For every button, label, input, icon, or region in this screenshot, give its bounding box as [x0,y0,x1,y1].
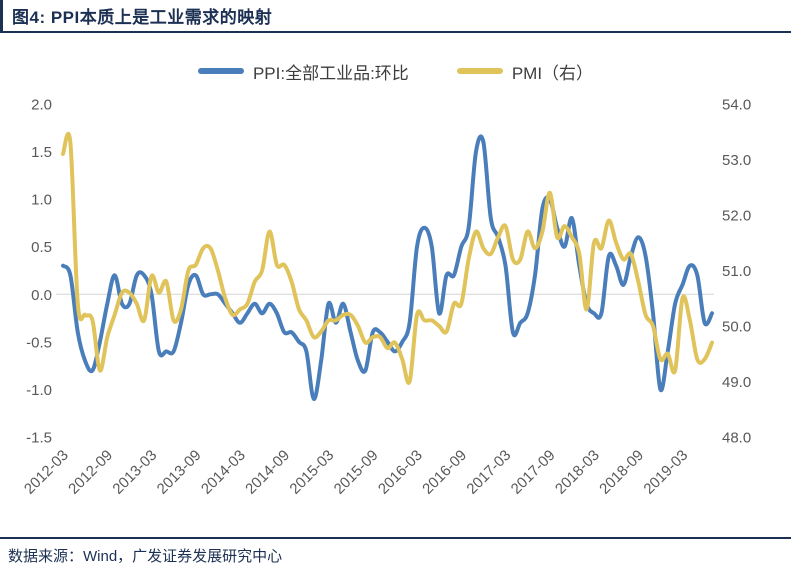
right-axis-tick: 51.0 [722,263,751,280]
x-axis-tick: 2013-09 [154,447,205,498]
x-axis-tick: 2017-03 [463,447,514,498]
left-axis-tick: 0.0 [31,287,52,304]
right-axis-tick: 52.0 [722,208,751,225]
pmi-line [61,131,714,385]
figure-title: 图4: PPI本质上是工业需求的映射 [12,8,273,27]
chart-legend: PPI:全部工业品:环比 PMI（右） [0,58,791,84]
x-axis-tick: 2017-09 [508,447,559,498]
x-axis-tick: 2018-09 [596,447,647,498]
right-axis-tick: 53.0 [722,152,751,169]
right-axis-tick: 48.0 [722,430,751,447]
ppi-line [61,134,714,401]
x-axis-tick: 2018-03 [552,447,603,498]
legend-item-pmi: PMI（右） [456,59,594,84]
left-axis-tick: 1.5 [31,144,52,161]
data-source-text: 数据来源：Wind，广发证券发展研究中心 [8,548,283,565]
x-axis-tick: 2016-03 [375,447,426,498]
left-axis-tick: -1.5 [26,430,52,447]
left-axis-tick: 1.0 [31,192,52,209]
left-axis-tick: 0.5 [31,239,52,256]
x-axis-tick: 2015-03 [286,447,337,498]
x-axis-tick: 2013-03 [109,447,160,498]
x-axis-tick: 2012-03 [21,447,72,498]
left-axis-tick: 2.0 [31,97,52,114]
x-axis-tick: 2016-09 [419,447,470,498]
right-axis-tick: 54.0 [722,97,751,114]
x-axis-tick: 2019-03 [640,447,691,498]
x-axis-tick: 2014-09 [242,447,293,498]
right-axis-tick: 49.0 [722,374,751,391]
pmi-legend-swatch-icon [456,68,503,74]
figure-footer: 数据来源：Wind，广发证券发展研究中心 [0,537,791,575]
legend-item-ppi: PPI:全部工业品:环比 [197,59,409,84]
ppi-pmi-line-chart: 2.0 1.5 1.0 0.5 0.0 -0.5 -1.0 -1.5 54.0 53.0 52.0 5… [21,97,751,498]
ppi-legend-swatch-icon [197,68,244,74]
figure-header: 图4: PPI本质上是工业需求的映射 [0,0,791,33]
ppi-legend-label: PPI:全部工业品:环比 [252,63,409,83]
right-axis-tick: 50.0 [722,319,751,336]
left-axis-tick: -1.0 [26,382,52,399]
x-axis-tick: 2015-09 [331,447,382,498]
left-axis-tick: -0.5 [26,334,52,351]
x-axis-tick: 2012-09 [65,447,116,498]
x-axis-tick: 2014-03 [198,447,249,498]
pmi-legend-label: PMI（右） [511,63,594,83]
